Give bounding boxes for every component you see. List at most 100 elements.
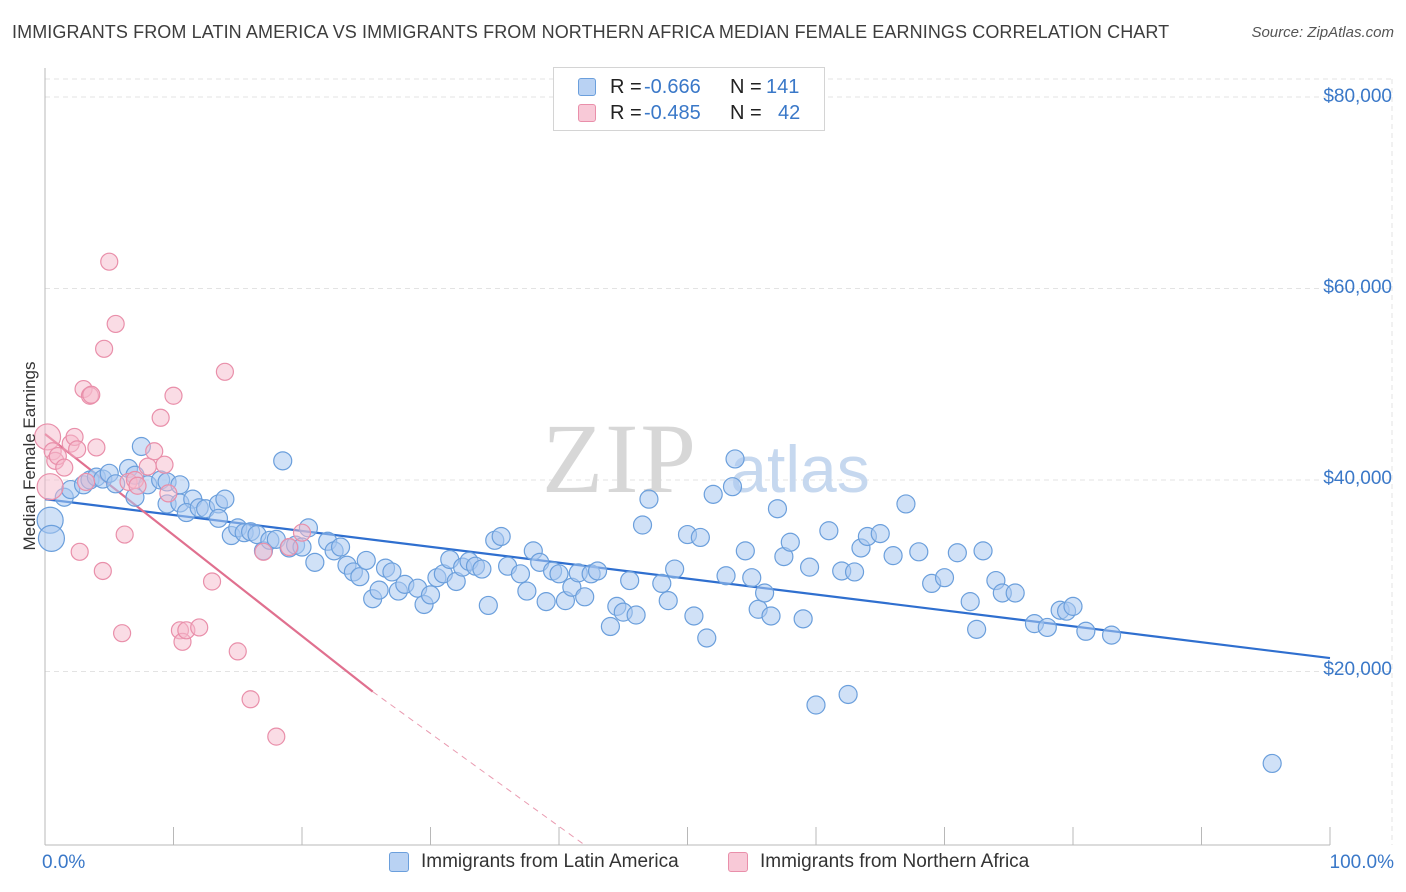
- point-northern-africa: [112, 624, 132, 643]
- watermark-atlas: atlas: [730, 432, 869, 506]
- point-latin-america: [639, 489, 659, 509]
- series-legend-label: Immigrants from Northern Africa: [760, 851, 1030, 872]
- y-tick-label-80000: $80,000: [1323, 86, 1392, 107]
- point-latin-america: [725, 449, 745, 469]
- point-latin-america: [703, 484, 723, 504]
- point-latin-america: [369, 580, 389, 600]
- point-latin-america: [536, 592, 556, 612]
- point-northern-africa: [55, 458, 74, 477]
- y-tick-label-40000: $40,000: [1323, 468, 1392, 489]
- point-northern-africa: [87, 438, 106, 457]
- point-northern-africa: [241, 690, 260, 709]
- point-latin-america: [600, 616, 621, 637]
- point-northern-africa: [155, 455, 174, 474]
- point-latin-america: [1076, 621, 1096, 641]
- point-northern-africa: [267, 727, 286, 746]
- point-latin-america: [799, 557, 820, 577]
- point-northern-africa: [77, 472, 96, 492]
- point-latin-america: [356, 550, 376, 571]
- point-northern-africa: [36, 473, 64, 501]
- point-latin-america: [1063, 596, 1083, 616]
- axes: [44, 68, 1331, 846]
- y-tick-label-60000: $60,000: [1323, 277, 1392, 298]
- legend-row-latin-america: R = -0.666 N = 141: [578, 75, 799, 99]
- legend-r-label: R =: [610, 101, 642, 124]
- series-legend-swatch-blue: [389, 852, 409, 872]
- point-latin-america: [382, 562, 402, 582]
- point-latin-america: [870, 524, 890, 544]
- point-latin-america: [896, 494, 916, 514]
- point-latin-america: [960, 592, 980, 612]
- legend-n-value: 141: [766, 75, 800, 98]
- point-latin-america: [472, 559, 492, 579]
- point-northern-africa: [215, 362, 234, 381]
- x-tick-label-max: 100.0%: [1329, 852, 1394, 873]
- point-latin-america: [684, 606, 704, 626]
- point-northern-africa: [228, 642, 247, 661]
- legend-n-value: 42: [778, 101, 801, 124]
- point-northern-africa: [164, 386, 183, 405]
- point-northern-africa: [159, 484, 178, 503]
- correlation-legend: R = -0.666 N = 141 R = -0.485 N = 42: [553, 67, 825, 131]
- series-legend-latin-america[interactable]: Immigrants from Latin America: [389, 851, 679, 873]
- point-latin-america: [549, 564, 569, 584]
- point-latin-america: [1101, 625, 1122, 645]
- legend-r-value: -0.666: [644, 75, 701, 98]
- point-latin-america: [697, 628, 717, 648]
- point-latin-america: [652, 573, 672, 594]
- chart-source: Source: ZipAtlas.com: [1251, 24, 1394, 41]
- point-latin-america: [793, 609, 813, 629]
- point-latin-america: [665, 559, 685, 579]
- point-latin-america: [754, 583, 775, 603]
- point-latin-america: [632, 515, 653, 535]
- point-latin-america: [273, 451, 293, 471]
- point-latin-america: [947, 543, 967, 563]
- point-latin-america: [1262, 753, 1282, 774]
- point-latin-america: [761, 606, 781, 626]
- point-latin-america: [909, 542, 929, 562]
- point-latin-america: [626, 605, 646, 625]
- point-latin-america: [742, 568, 762, 588]
- point-latin-america: [690, 527, 710, 548]
- point-northern-africa: [202, 572, 222, 591]
- point-northern-africa: [70, 542, 89, 561]
- point-latin-america: [350, 567, 370, 587]
- point-latin-america: [215, 489, 235, 509]
- point-latin-america: [575, 587, 595, 607]
- point-latin-america: [806, 695, 826, 715]
- point-latin-america: [517, 581, 537, 601]
- point-latin-america: [1037, 617, 1057, 638]
- point-latin-america: [330, 537, 351, 557]
- point-northern-africa: [151, 408, 170, 427]
- point-northern-africa: [190, 618, 209, 637]
- series-legend-northern-africa[interactable]: Immigrants from Northern Africa: [728, 851, 1029, 873]
- watermark-zip: ZIP: [542, 403, 698, 514]
- point-latin-america: [478, 595, 498, 616]
- watermark: ZIP atlas: [542, 403, 870, 514]
- point-latin-america: [420, 585, 441, 605]
- point-latin-america: [37, 524, 66, 553]
- point-latin-america: [767, 499, 788, 519]
- point-latin-america: [208, 508, 229, 528]
- point-latin-america: [819, 521, 839, 541]
- point-latin-america: [780, 532, 800, 552]
- point-latin-america: [716, 566, 736, 586]
- point-latin-america: [305, 552, 325, 572]
- legend-swatch-pink: [578, 104, 596, 122]
- legend-row-northern-africa: R = -0.485 N = 42: [578, 101, 800, 125]
- y-axis-title: Median Female Earnings: [20, 361, 39, 551]
- trend-line-northern-africa-extension: [372, 691, 585, 846]
- point-latin-america: [658, 591, 678, 611]
- chart-title: IMMIGRANTS FROM LATIN AMERICA VS IMMIGRA…: [12, 22, 1170, 42]
- point-northern-africa: [280, 537, 299, 557]
- point-northern-africa: [115, 525, 134, 544]
- point-latin-america: [587, 561, 608, 581]
- point-latin-america: [722, 477, 743, 497]
- point-latin-america: [838, 684, 858, 705]
- legend-n-label: N =: [730, 101, 762, 124]
- legend-n-label: N =: [730, 75, 762, 98]
- point-northern-africa: [82, 385, 101, 404]
- x-tick-label-min: 0.0%: [42, 852, 86, 873]
- point-latin-america: [510, 564, 531, 584]
